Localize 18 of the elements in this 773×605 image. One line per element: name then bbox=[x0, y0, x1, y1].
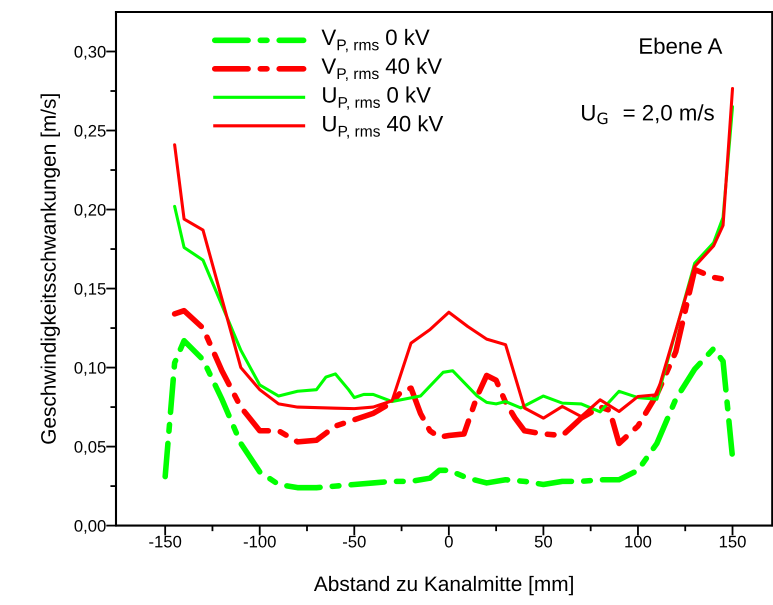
x-tick-label: -150 bbox=[149, 536, 182, 548]
x-tick-label: 0 bbox=[444, 536, 453, 548]
y-axis-title: Geschwindigkeitsschwankungen [m/s] bbox=[40, 94, 60, 444]
x-tick-label: -50 bbox=[342, 536, 366, 548]
y-tick-label: 0,15 bbox=[74, 282, 106, 297]
y-tick-label: 0,05 bbox=[74, 440, 106, 455]
annotation: Ebene A bbox=[640, 38, 722, 54]
x-tick-label: 100 bbox=[625, 536, 652, 548]
y-tick-label: 0,30 bbox=[74, 46, 106, 60]
y-tick-label: 0,20 bbox=[74, 204, 106, 218]
x-tick-label: 50 bbox=[534, 536, 552, 548]
y-tick-label: 0,00 bbox=[74, 520, 106, 534]
x-tick-label: -100 bbox=[244, 536, 276, 548]
x-axis-title: Abstand zu Kanalmitte [mm] bbox=[314, 576, 573, 596]
x-tick-label: 150 bbox=[720, 536, 746, 548]
y-tick-label: 0,25 bbox=[74, 124, 106, 139]
y-tick-label: 0,10 bbox=[74, 362, 106, 376]
annotation: U$_{G}$ = 2,0 m/s bbox=[582, 104, 714, 124]
